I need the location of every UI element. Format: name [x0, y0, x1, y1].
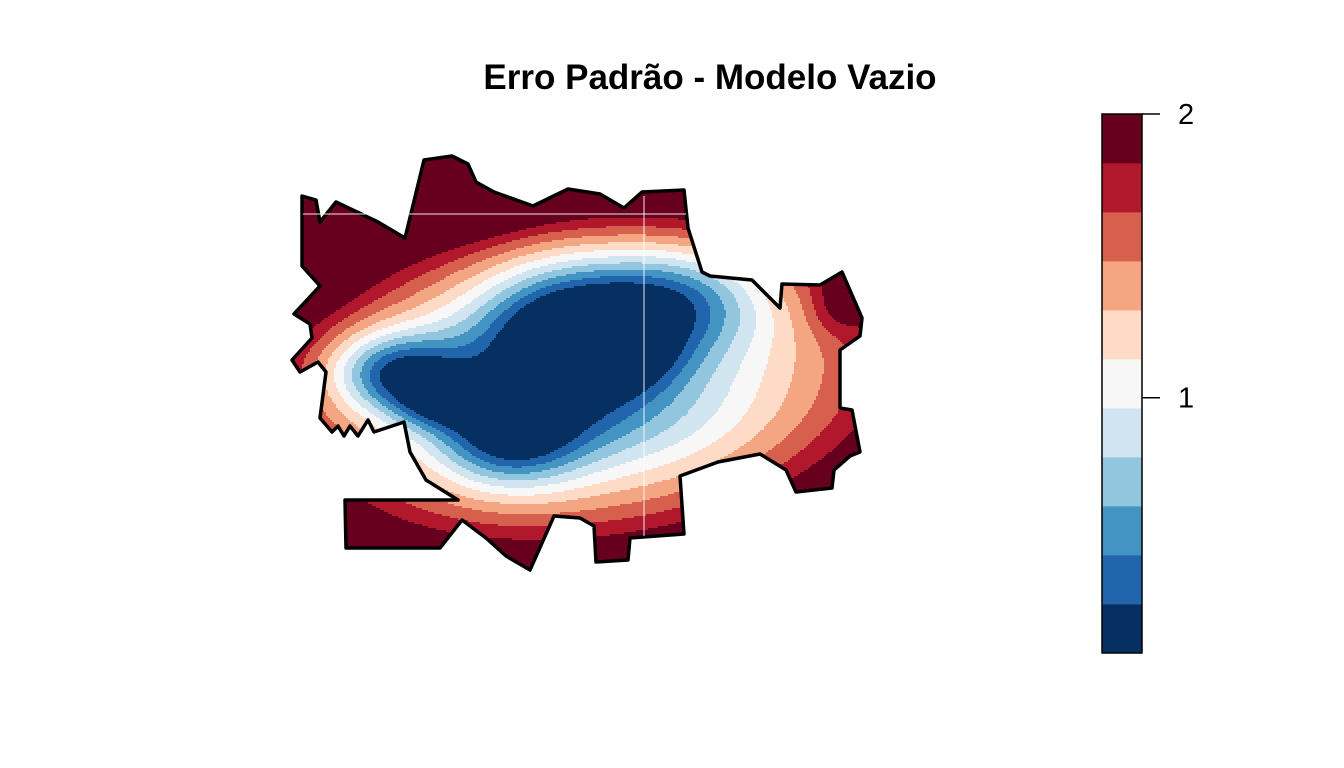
contour-band	[360, 270, 726, 474]
legend-swatch	[1102, 114, 1142, 164]
legend-swatch	[1102, 163, 1142, 213]
legend-swatch	[1102, 506, 1142, 556]
chart-title: Erro Padrão - Modelo Vazio	[483, 58, 937, 97]
contour-band	[380, 282, 696, 460]
legend-swatch	[1102, 212, 1142, 262]
contour-bands	[292, 156, 862, 570]
legend-swatch	[1102, 261, 1142, 311]
legend-swatch	[1102, 457, 1142, 507]
legend-frame	[1101, 113, 1143, 654]
legend-swatch	[1102, 604, 1142, 654]
legend-swatch	[1102, 555, 1142, 605]
contour-band	[334, 250, 774, 496]
legend-tick-label: 1	[1178, 383, 1194, 415]
legend-swatch	[1102, 310, 1142, 360]
contour-band	[344, 256, 756, 488]
legend-tick-label: 2	[1178, 99, 1194, 131]
region-outline	[290, 154, 864, 572]
legend-swatch	[1102, 359, 1142, 409]
contour-band	[324, 242, 796, 504]
legend-swatch	[1102, 408, 1142, 458]
color-legend: 12	[1101, 99, 1194, 654]
